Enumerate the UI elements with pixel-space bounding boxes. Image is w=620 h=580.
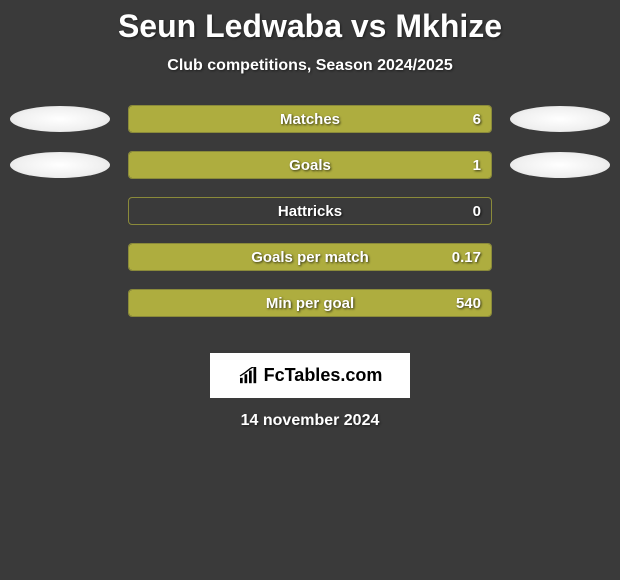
stat-bar: Min per goal540 bbox=[128, 289, 492, 317]
date-text: 14 november 2024 bbox=[241, 412, 380, 430]
stat-bar: Matches6 bbox=[128, 105, 492, 133]
logo-label: FcTables.com bbox=[264, 365, 383, 386]
stat-row: Matches6 bbox=[0, 105, 620, 133]
stat-value: 0 bbox=[473, 198, 481, 224]
comparison-title: Seun Ledwaba vs Mkhize bbox=[118, 8, 502, 45]
stat-value: 6 bbox=[473, 106, 481, 132]
chart-icon bbox=[238, 367, 260, 385]
right-spacer bbox=[510, 198, 610, 224]
stat-label: Hattricks bbox=[129, 198, 491, 224]
stat-row: Hattricks0 bbox=[0, 197, 620, 225]
right-spacer bbox=[510, 244, 610, 270]
stat-label: Goals bbox=[129, 152, 491, 178]
stat-bar: Hattricks0 bbox=[128, 197, 492, 225]
logo-text: FcTables.com bbox=[238, 365, 383, 386]
left-ellipse bbox=[10, 152, 110, 178]
left-ellipse bbox=[10, 106, 110, 132]
left-spacer bbox=[10, 198, 110, 224]
stat-value: 0.17 bbox=[452, 244, 481, 270]
stat-row: Min per goal540 bbox=[0, 289, 620, 317]
stat-bar: Goals1 bbox=[128, 151, 492, 179]
comparison-widget: Seun Ledwaba vs Mkhize Club competitions… bbox=[0, 0, 620, 430]
right-spacer bbox=[510, 290, 610, 316]
stat-row: Goals1 bbox=[0, 151, 620, 179]
stat-rows: Matches6Goals1Hattricks0Goals per match0… bbox=[0, 105, 620, 335]
right-ellipse bbox=[510, 106, 610, 132]
stat-value: 540 bbox=[456, 290, 481, 316]
right-ellipse bbox=[510, 152, 610, 178]
stat-label: Matches bbox=[129, 106, 491, 132]
stat-label: Min per goal bbox=[129, 290, 491, 316]
logo-box: FcTables.com bbox=[210, 353, 411, 398]
stat-value: 1 bbox=[473, 152, 481, 178]
left-spacer bbox=[10, 244, 110, 270]
comparison-subtitle: Club competitions, Season 2024/2025 bbox=[167, 57, 452, 75]
stat-row: Goals per match0.17 bbox=[0, 243, 620, 271]
left-spacer bbox=[10, 290, 110, 316]
stat-label: Goals per match bbox=[129, 244, 491, 270]
stat-bar: Goals per match0.17 bbox=[128, 243, 492, 271]
